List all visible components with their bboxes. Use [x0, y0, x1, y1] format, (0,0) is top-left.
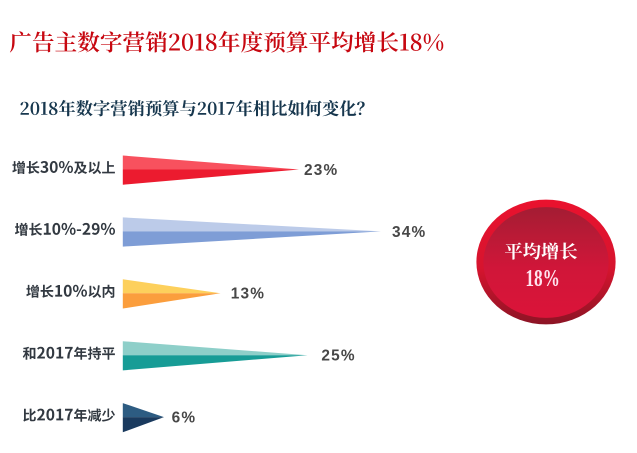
- svg-text:34%: 34%: [392, 224, 426, 241]
- svg-text:6%: 6%: [172, 410, 197, 427]
- svg-text:23%: 23%: [304, 162, 338, 179]
- svg-text:18%: 18%: [525, 265, 560, 292]
- svg-text:13%: 13%: [231, 286, 265, 303]
- svg-text:25%: 25%: [321, 348, 355, 365]
